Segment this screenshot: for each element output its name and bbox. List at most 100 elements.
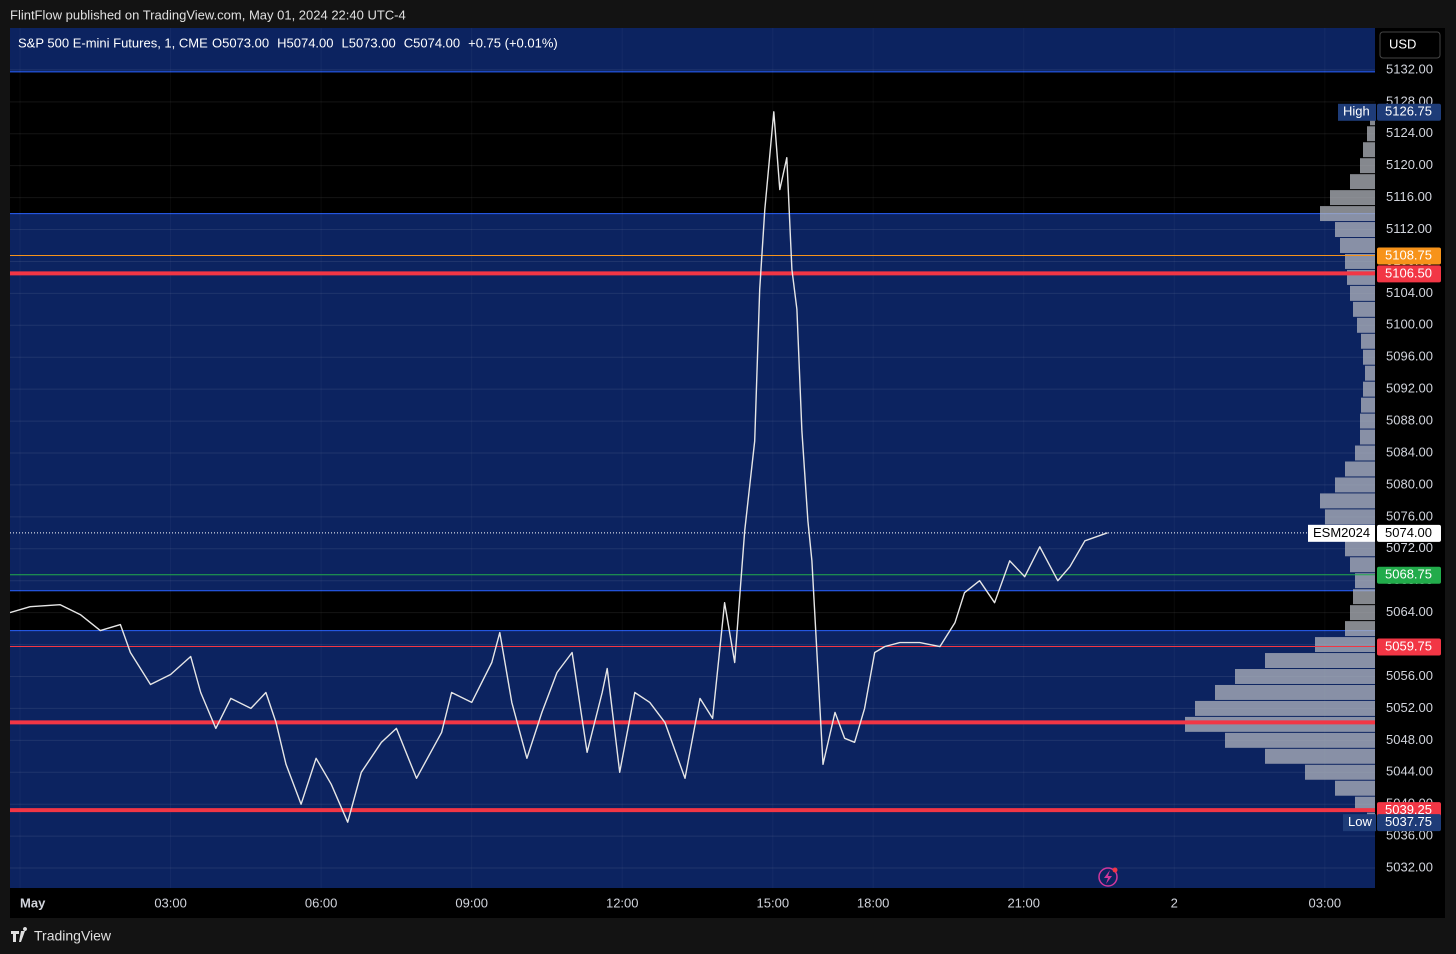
volume-profile-bar — [1335, 780, 1375, 796]
y-tick-label: 5088.00 — [1386, 413, 1433, 428]
y-tick-label: 5096.00 — [1386, 349, 1433, 364]
tradingview-logo — [11, 927, 28, 942]
volume-profile-bar — [1335, 222, 1375, 238]
volume-profile-bar — [1345, 253, 1375, 269]
ohlc-value: H5074.00 — [277, 35, 333, 50]
volume-profile-bar — [1363, 142, 1375, 158]
volume-profile-bar — [1361, 333, 1375, 349]
y-tick-label: 5056.00 — [1386, 668, 1433, 683]
y-tick-label: 5132.00 — [1386, 61, 1433, 76]
symbol-title: S&P 500 E-mini Futures, 1, CME — [18, 35, 208, 50]
plot — [10, 28, 1375, 888]
x-tick-label: May — [20, 895, 46, 910]
footer-bar — [0, 918, 1456, 954]
volume-profile-bar — [1330, 190, 1375, 206]
volume-profile-bar — [1360, 413, 1375, 429]
volume-profile-bar — [1367, 126, 1375, 142]
volume-profile-bar — [1363, 381, 1375, 397]
x-tick-label: 09:00 — [455, 895, 488, 910]
x-tick-label: 03:00 — [1309, 895, 1342, 910]
volume-profile-bar — [1315, 637, 1375, 653]
low-badge-label: 5037.75 — [1385, 814, 1432, 829]
level-badge-label: 5059.75 — [1385, 638, 1432, 653]
y-tick-label: 5044.00 — [1386, 764, 1433, 779]
y-tick-label: 5120.00 — [1386, 157, 1433, 172]
volume-profile-bar — [1350, 605, 1375, 621]
y-tick-label: 5092.00 — [1386, 381, 1433, 396]
currency-box — [1379, 31, 1441, 59]
y-tick-label: 5076.00 — [1386, 508, 1433, 523]
volume-profile-bar — [1325, 509, 1375, 525]
volume-profile-bar — [1365, 365, 1375, 381]
last-price-badge-label: 5074.00 — [1385, 525, 1432, 540]
y-tick-label: 5064.00 — [1386, 604, 1433, 619]
volume-profile-bar — [1265, 653, 1375, 669]
x-tick-label: 03:00 — [154, 895, 187, 910]
volume-profile-bar — [1361, 397, 1375, 413]
y-tick-label: 5080.00 — [1386, 476, 1433, 491]
time-axis — [10, 888, 1375, 918]
zone — [10, 590, 1375, 631]
symbol-tag: ESM2024 — [1313, 525, 1370, 540]
low-tag-box — [1343, 814, 1376, 832]
level-badge-box — [1377, 566, 1441, 584]
currency: USD — [1389, 36, 1416, 51]
price-axis — [1375, 28, 1445, 918]
y-tick-label: 5100.00 — [1386, 317, 1433, 332]
volume-profile-bar — [1357, 317, 1375, 333]
volume-profile-bar — [1355, 796, 1375, 812]
level-badge-box — [1377, 265, 1441, 283]
y-tick-label: 5104.00 — [1386, 285, 1433, 300]
volume-profile-bar — [1345, 541, 1375, 557]
volume-profile-bar — [1195, 700, 1375, 716]
volume-profile-bar — [1320, 493, 1375, 509]
volume-profile-bar — [1235, 669, 1375, 684]
volume-profile-bar — [1335, 477, 1375, 493]
y-tick-label: 5112.00 — [1386, 221, 1432, 236]
y-tick-label: 5072.00 — [1386, 540, 1433, 555]
volume-profile-bar — [1350, 557, 1375, 573]
volume-profile-bar — [1345, 461, 1375, 477]
overlay: 5032.005036.005040.005044.005048.005052.… — [18, 31, 1441, 910]
level-badge-label: 5039.25 — [1385, 802, 1432, 817]
volume-profile-bar — [1305, 764, 1375, 780]
x-tick-label: 2 — [1171, 895, 1178, 910]
last-price-badge-box — [1377, 524, 1441, 542]
volume-profile-bar — [1350, 285, 1375, 301]
volume-profile-bar — [1355, 573, 1375, 589]
alert-dot — [1112, 867, 1118, 873]
symbol-tag-box — [1308, 524, 1375, 542]
y-tick-label: 5124.00 — [1386, 125, 1433, 140]
footer-brand: TradingView — [34, 928, 112, 944]
level-badge-label: 5108.75 — [1385, 247, 1432, 262]
x-tick-label: 21:00 — [1007, 895, 1040, 910]
high-badge-box — [1377, 103, 1441, 121]
level-badge-box — [1377, 638, 1441, 656]
volume-profile-bar — [1350, 174, 1375, 190]
y-tick-label: 5032.00 — [1386, 859, 1433, 874]
high-tag: High — [1343, 104, 1370, 119]
alert-icon — [1098, 867, 1118, 887]
level-badge-label: 5106.50 — [1385, 265, 1432, 280]
volume-profile-bar — [1353, 589, 1375, 605]
price-line — [10, 111, 1108, 823]
x-tick-label: 12:00 — [606, 895, 639, 910]
x-tick-label: 18:00 — [857, 895, 890, 910]
level-badge-box — [1377, 247, 1441, 265]
volume-profile-bar — [1355, 445, 1375, 461]
low-badge-box — [1377, 814, 1441, 832]
y-tick-label: 5116.00 — [1386, 189, 1432, 204]
y-tick-label: 5052.00 — [1386, 700, 1433, 715]
high-badge-label: 5126.75 — [1385, 104, 1432, 119]
volume-profile-bar — [1215, 684, 1375, 700]
volume-profile-bar — [1353, 301, 1375, 317]
volume-profile-bar — [1320, 206, 1375, 222]
x-tick-label: 15:00 — [757, 895, 790, 910]
volume-profile-bar — [1340, 238, 1375, 253]
volume-profile-bar — [1360, 158, 1375, 174]
high-tag-box — [1338, 103, 1376, 121]
ohlc-value: L5073.00 — [342, 35, 396, 50]
volume-profile-bar — [1363, 349, 1375, 365]
y-tick-label: 5084.00 — [1386, 444, 1433, 459]
